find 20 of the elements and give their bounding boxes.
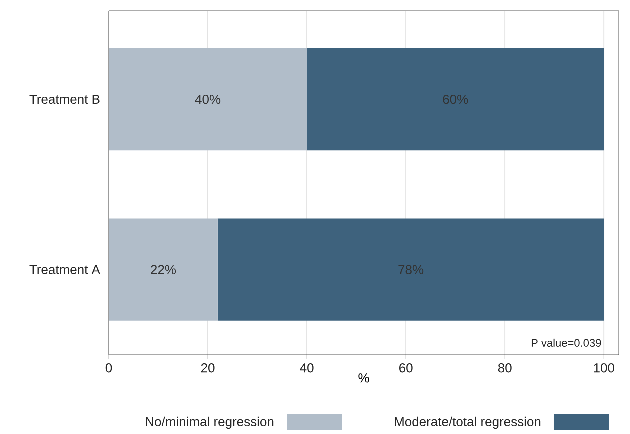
x-tick-label: 80: [498, 364, 512, 373]
x-tick-label: 20: [201, 364, 215, 373]
x-axis-title: %: [358, 374, 370, 383]
legend-label: Moderate/total regression: [395, 416, 541, 430]
y-tick-label: Treatment A: [30, 265, 100, 274]
data-label: 40%: [195, 94, 221, 104]
y-tick-label: Treatment B: [30, 95, 100, 104]
bar: [109, 48, 308, 151]
data-label: 60%: [443, 94, 468, 104]
x-tick-label: 60: [400, 364, 413, 373]
bar: [307, 48, 604, 151]
data-label: 78%: [398, 265, 424, 274]
x-tick-label: 40: [300, 364, 314, 373]
x-tick-label: 0: [106, 364, 112, 373]
legend-label: No/minimal regression: [146, 416, 274, 430]
bar: [218, 218, 604, 321]
x-tick-label: 100: [594, 364, 614, 373]
annotation: P value=0.039: [532, 338, 602, 348]
data-label: 22%: [151, 265, 176, 274]
bar: [109, 218, 218, 321]
